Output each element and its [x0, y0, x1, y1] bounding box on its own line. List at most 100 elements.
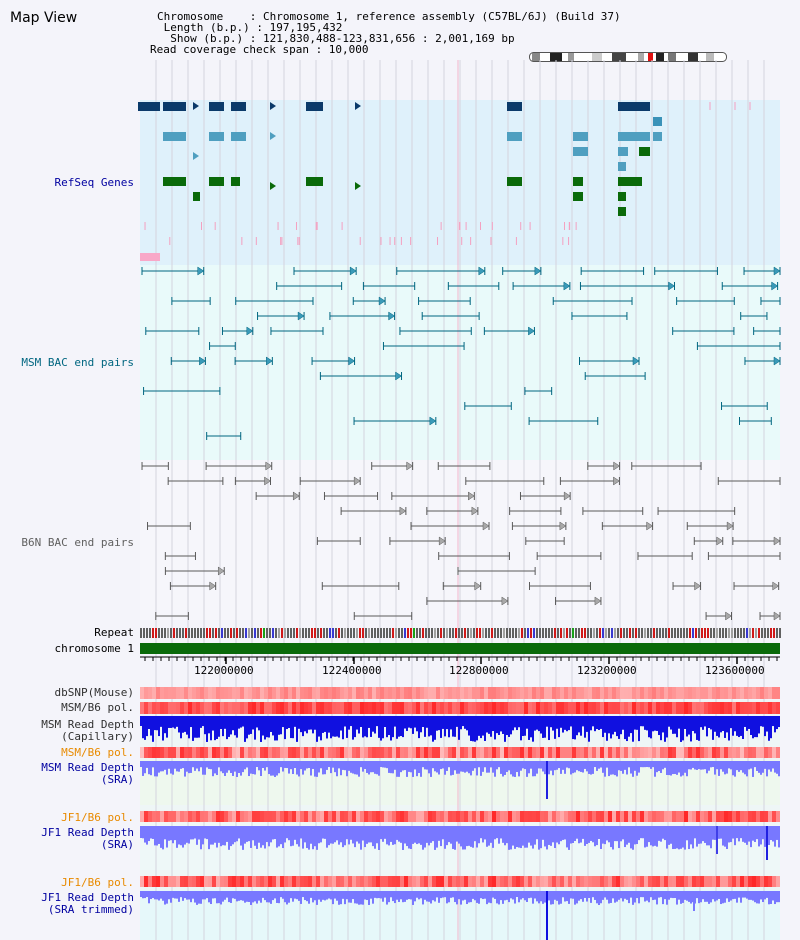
track-label-msm-b6-pol[interactable]: MSM/B6 pol.: [61, 701, 134, 714]
depth-bar: [492, 826, 494, 848]
depth-bar: [268, 891, 270, 903]
depth-bar: [254, 716, 256, 740]
depth-bar: [638, 891, 640, 904]
depth-bar: [174, 891, 176, 899]
repeat-segment: [329, 628, 331, 638]
depth-bar: [236, 761, 238, 777]
gene-exon: [163, 102, 186, 111]
pol-cell: [516, 702, 520, 714]
repeat-segment: [608, 628, 610, 638]
depth-bar: [366, 891, 368, 901]
track-label-repeat[interactable]: Repeat: [94, 626, 134, 639]
pol-cell: [272, 811, 276, 822]
track-label-msm-depth-cap-1[interactable]: MSM Read Depth: [41, 718, 134, 731]
depth-bar: [302, 716, 304, 737]
depth-bar: [274, 826, 276, 840]
pol-cell: [536, 811, 540, 822]
depth-bar: [746, 891, 748, 899]
depth-bar: [740, 761, 742, 771]
pol-cell: [712, 876, 716, 887]
pol-cell: [236, 876, 240, 887]
depth-bar: [636, 716, 638, 730]
pol-cell: [352, 811, 356, 822]
pol-cell: [384, 747, 388, 758]
depth-bar: [180, 761, 182, 769]
depth-bar: [778, 761, 780, 777]
depth-bar: [498, 716, 500, 735]
depth-bar: [624, 716, 626, 740]
pol-cell: [300, 811, 304, 822]
repeat-segment: [446, 628, 448, 638]
gene-exon: [507, 132, 522, 141]
depth-bar: [296, 761, 298, 775]
bac-end-arrow: [563, 491, 571, 501]
dbsnp-cell: [668, 687, 672, 699]
depth-bar: [714, 761, 716, 775]
pol-cell: [156, 747, 160, 758]
depth-bar: [520, 826, 522, 849]
depth-bar: [708, 891, 710, 904]
track-label-jf1-b6-pol[interactable]: JF1/B6 pol.: [61, 811, 134, 824]
repeat-segment: [176, 628, 178, 638]
depth-bar: [514, 826, 516, 849]
depth-bar: [646, 826, 648, 847]
track-label-b6n-bac[interactable]: B6N BAC end pairs: [21, 536, 134, 549]
depth-bar: [262, 891, 264, 898]
depth-bar: [612, 891, 614, 899]
pol-cell: [508, 702, 512, 714]
depth-bar: [426, 716, 428, 728]
dbsnp-cell: [420, 687, 424, 699]
pol-cell: [520, 876, 524, 887]
depth-bar: [506, 716, 508, 736]
depth-bar: [208, 761, 210, 769]
depth-bar: [480, 761, 482, 776]
track-label-jf1-depth-trim-1[interactable]: JF1 Read Depth: [41, 891, 134, 904]
depth-bar: [588, 826, 590, 843]
track-label-jf1-b6-pol-2[interactable]: JF1/B6 pol.: [61, 876, 134, 889]
track-label-refseq[interactable]: RefSeq Genes: [54, 176, 134, 189]
depth-bar: [706, 716, 708, 737]
pol-cell: [180, 811, 184, 822]
dbsnp-cell: [212, 687, 216, 699]
track-label-msm-depth-sra-1[interactable]: MSM Read Depth: [41, 761, 134, 774]
depth-bar: [442, 761, 444, 769]
pol-cell: [208, 747, 212, 758]
repeat-segment: [635, 628, 637, 638]
depth-bar: [384, 761, 386, 768]
depth-bar: [312, 761, 314, 769]
track-label-dbsnp[interactable]: dbSNP(Mouse): [54, 686, 134, 699]
pol-cell: [260, 811, 264, 822]
depth-bar: [590, 761, 592, 775]
pol-cell: [252, 876, 256, 887]
dbsnp-cell: [448, 687, 452, 699]
depth-bar: [494, 761, 496, 777]
repeat-segment: [743, 628, 745, 638]
depth-bar: [728, 891, 730, 902]
pol-cell: [228, 747, 232, 758]
depth-bar: [324, 826, 326, 839]
depth-bar: [746, 761, 748, 777]
depth-bar: [152, 716, 154, 742]
pol-cell: [488, 702, 492, 714]
depth-bar: [598, 716, 600, 730]
depth-bar: [240, 761, 242, 776]
depth-bar: [156, 761, 158, 777]
depth-bar: [544, 716, 546, 738]
depth-bar: [272, 716, 274, 736]
pol-cell: [200, 747, 204, 758]
pol-cell: [720, 811, 724, 822]
depth-bar: [680, 716, 682, 742]
dbsnp-cell: [716, 687, 720, 699]
dbsnp-cell: [268, 687, 272, 699]
track-label-msm-b6-pol-2[interactable]: MSM/B6 pol.: [61, 746, 134, 759]
track-label-msm-bac[interactable]: MSM BAC end pairs: [21, 356, 134, 369]
depth-bar: [650, 891, 652, 898]
depth-bar: [572, 761, 574, 774]
chromosome-ideogram[interactable]: [528, 50, 730, 66]
pol-cell: [668, 811, 672, 822]
track-label-jf1-depth-sra-1[interactable]: JF1 Read Depth: [41, 826, 134, 839]
pol-cell: [768, 747, 772, 758]
repeat-segment: [734, 628, 736, 638]
pol-cell: [184, 747, 188, 758]
